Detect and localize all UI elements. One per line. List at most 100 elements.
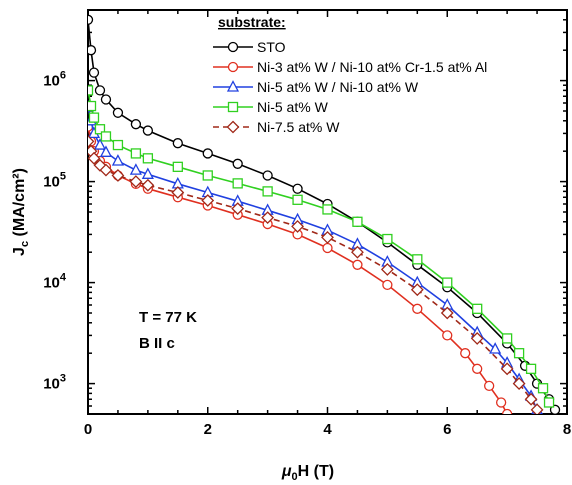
data-point: [501, 408, 513, 414]
x-axis-label-mu: μ: [281, 463, 292, 480]
data-point: [291, 219, 304, 233]
series-layer: [88, 14, 561, 414]
data-point: [351, 245, 364, 259]
y-tick-mantissa: 10: [43, 376, 60, 393]
data-point: [524, 392, 538, 406]
data-point: [543, 397, 555, 408]
legend-entry: Ni-3 at% W / Ni-10 at% Cr-1.5 at% Al: [213, 59, 487, 75]
data-point: [201, 194, 215, 207]
data-point: [537, 383, 549, 394]
legend-swatch-marker: [226, 80, 240, 92]
data-point: [88, 85, 94, 96]
data-point: [142, 153, 154, 164]
data-point: [88, 100, 97, 112]
x-axis-label: μ0H (T): [281, 463, 334, 483]
data-point: [141, 178, 155, 192]
data-point: [484, 380, 495, 391]
y-axis-label-j: J: [11, 247, 28, 256]
data-point: [130, 148, 142, 159]
data-point: [410, 283, 424, 297]
data-point: [88, 45, 97, 56]
x-tick-labels: 0 2 4 6 8: [84, 421, 571, 438]
data-point: [322, 204, 333, 215]
data-point: [88, 151, 101, 165]
x-axis-label-rest: H (T): [298, 463, 334, 480]
y-tick-label: 104: [43, 272, 67, 292]
data-point: [172, 161, 183, 172]
data-point: [495, 397, 507, 408]
data-point: [142, 125, 154, 136]
series-2: [88, 99, 543, 414]
data-point: [141, 167, 154, 179]
data-point: [94, 85, 106, 96]
y-tick-exponent: 6: [60, 70, 66, 82]
data-point: [382, 233, 393, 245]
series-line: [88, 126, 508, 414]
y-axis-label-sub: c: [19, 241, 31, 247]
x-tick-label: 2: [204, 421, 212, 438]
y-axis-label-rest: (MA/cm²): [11, 168, 28, 241]
data-point: [472, 363, 483, 374]
data-point: [321, 231, 334, 244]
legend-swatch-marker: [227, 41, 239, 53]
y-tick-label: 103: [43, 373, 66, 393]
data-point: [513, 348, 525, 359]
data-point: [530, 403, 544, 414]
data-point: [440, 306, 454, 320]
data-point: [412, 303, 423, 314]
data-point: [382, 279, 393, 290]
data-point: [262, 186, 273, 197]
legend-label: Ni-5 at% W / Ni-10 at% W: [257, 79, 419, 95]
data-point: [129, 163, 142, 175]
series-line: [88, 106, 538, 411]
data-point: [489, 342, 502, 354]
data-point: [442, 330, 453, 341]
legend-entry: Ni-5 at% W / Ni-10 at% W: [213, 79, 419, 95]
y-tick-label: 105: [43, 171, 66, 191]
legend-swatch-marker: [226, 120, 240, 134]
data-point: [352, 259, 363, 270]
legend-label: Ni-5 at% W: [257, 99, 329, 115]
legend-label: Ni-7.5 at% W: [257, 119, 340, 135]
annotation-field-orientation: B II c: [139, 335, 175, 352]
data-point: [93, 138, 107, 150]
data-point: [501, 333, 513, 344]
data-point: [412, 254, 423, 265]
data-point: [100, 94, 112, 105]
annotation-temperature: T = 77 K: [139, 309, 197, 326]
legend-title: substrate:: [218, 14, 286, 30]
data-point: [129, 175, 143, 189]
data-point: [112, 139, 124, 151]
series-1: [88, 121, 513, 414]
y-axis-label: Jc (MA/cm²): [11, 168, 31, 256]
series-line: [88, 90, 550, 403]
data-point: [525, 363, 537, 374]
series-0: [88, 14, 561, 414]
legend-label: Ni-3 at% W / Ni-10 at% Cr-1.5 at% Al: [257, 59, 487, 75]
legend-entry: Ni-5 at% W: [213, 99, 329, 115]
data-point: [232, 178, 243, 189]
y-tick-mantissa: 10: [43, 73, 60, 90]
data-point: [99, 145, 113, 157]
y-tick-mantissa: 10: [43, 174, 60, 191]
data-point: [500, 362, 514, 376]
x-tick-label: 0: [84, 421, 92, 438]
y-tick-label: 106: [43, 70, 66, 90]
x-tick-label: 8: [563, 421, 571, 438]
legend-label: STO: [257, 39, 286, 55]
legend-swatch-marker: [227, 101, 239, 113]
series-3: [88, 85, 555, 408]
data-point: [261, 211, 275, 225]
y-tick-mantissa: 10: [43, 275, 60, 292]
data-point: [88, 14, 94, 25]
data-point: [202, 148, 213, 159]
data-point: [292, 183, 303, 194]
x-tick-label: 6: [443, 421, 451, 438]
data-point: [111, 169, 125, 182]
data-point: [99, 163, 113, 177]
data-point: [322, 242, 333, 254]
data-point: [352, 216, 363, 227]
data-point: [112, 107, 124, 118]
